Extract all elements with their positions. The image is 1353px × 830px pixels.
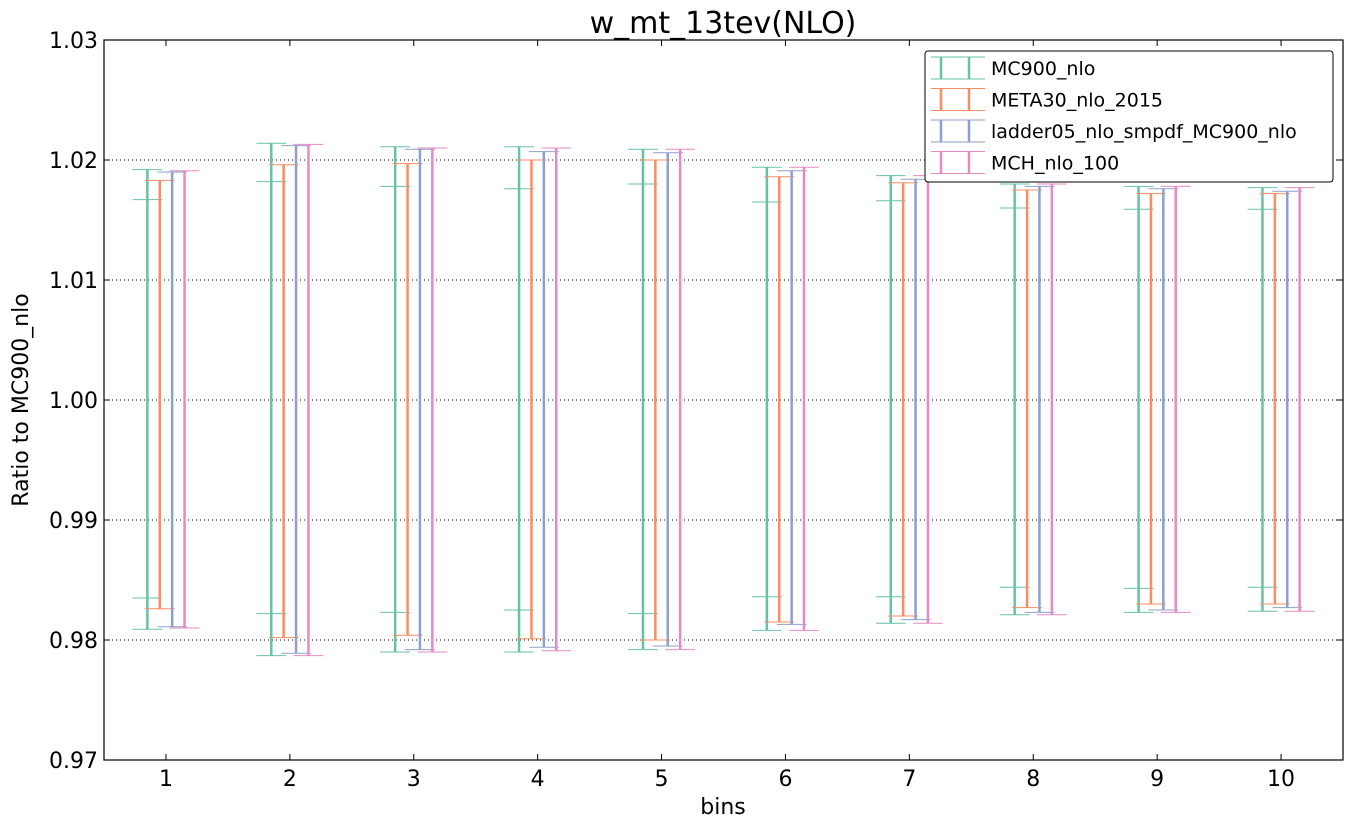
legend-entry: META30_nlo_2015: [931, 88, 1163, 112]
x-tick-label: 1: [159, 767, 173, 792]
chart-title: w_mt_13tev(NLO): [590, 6, 857, 41]
x-tick-label: 3: [407, 767, 421, 792]
y-axis-label: Ratio to MC900_nlo: [9, 293, 34, 506]
legend-label: MCH_nlo_100: [991, 153, 1119, 175]
legend-label: ladder05_nlo_smpdf_MC900_nlo: [991, 121, 1297, 143]
x-tick-label: 10: [1267, 767, 1295, 792]
x-axis-label: bins: [700, 795, 745, 820]
legend-label: META30_nlo_2015: [991, 90, 1163, 112]
y-tick-label: 0.99: [49, 509, 98, 534]
x-tick-label: 2: [283, 767, 297, 792]
legend-box: [924, 50, 1334, 183]
y-tick-label: 1.01: [49, 269, 98, 294]
legend: MC900_nlo META30_nlo_2015 ladder05_nlo_smp…: [924, 50, 1334, 183]
y-tick-label: 1.02: [49, 149, 98, 174]
x-tick-label: 9: [1150, 767, 1164, 792]
y-tick-label: 0.98: [49, 629, 98, 654]
legend-label: MC900_nlo: [991, 58, 1095, 80]
y-tick-label: 0.97: [49, 749, 98, 774]
legend-entry: ladder05_nlo_smpdf_MC900_nlo: [931, 119, 1297, 143]
y-tick-label: 1.03: [49, 29, 98, 54]
axis-ticks: 0.97 0.98 0.99 1.00 1.01 1.02 1.03 1 2 3 4 5 6 7 8 9 10: [49, 29, 1343, 792]
legend-entry: MCH_nlo_100: [931, 151, 1119, 175]
x-tick-label: 7: [902, 767, 916, 792]
y-tick-label: 1.00: [49, 389, 98, 414]
x-tick-label: 8: [1026, 767, 1040, 792]
x-tick-label: 6: [778, 767, 792, 792]
x-tick-label: 5: [655, 767, 669, 792]
series-layer: [132, 142, 1315, 657]
x-tick-label: 4: [531, 767, 545, 792]
legend-entry: MC900_nlo: [931, 56, 1095, 80]
